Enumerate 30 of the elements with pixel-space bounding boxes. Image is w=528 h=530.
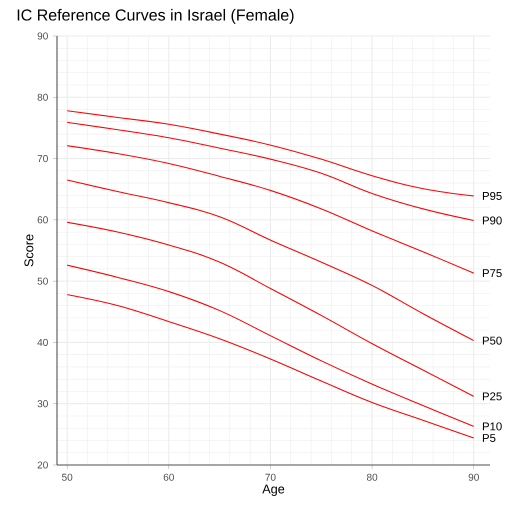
chart-title: IC Reference Curves in Israel (Female): [18, 8, 294, 24]
y-tick-label: 70: [38, 155, 48, 162]
x-tick-label: 60: [164, 474, 174, 481]
x-axis-title: Age: [262, 484, 284, 496]
series-label: P90: [482, 216, 502, 224]
series-label: P25: [482, 392, 502, 400]
series-label: P10: [482, 422, 502, 430]
x-tick-label: 70: [265, 474, 276, 481]
line-series: [66, 222, 474, 397]
series-label: P75: [482, 269, 502, 278]
y-tick-label: 60: [38, 216, 48, 224]
series-label: P95: [482, 192, 502, 200]
x-tick-label: 80: [366, 474, 378, 481]
x-tick-label: 90: [468, 474, 479, 481]
x-tick-label: 50: [62, 474, 72, 481]
y-tick-label: 90: [38, 32, 48, 40]
y-tick-label: 80: [38, 94, 48, 101]
line-series: [66, 110, 474, 196]
line-series: [66, 179, 474, 342]
series-label: P5: [482, 434, 496, 442]
series-label: P50: [482, 336, 502, 345]
y-tick-label: 30: [38, 400, 48, 408]
y-axis-title: Score: [24, 234, 34, 266]
line-series: [66, 264, 474, 427]
line-series: [66, 122, 474, 221]
line-series: [66, 294, 474, 439]
y-tick-label: 40: [37, 338, 48, 346]
y-tick-label: 50: [38, 278, 48, 285]
y-tick-label: 20: [38, 461, 48, 469]
line-series: [66, 145, 474, 274]
